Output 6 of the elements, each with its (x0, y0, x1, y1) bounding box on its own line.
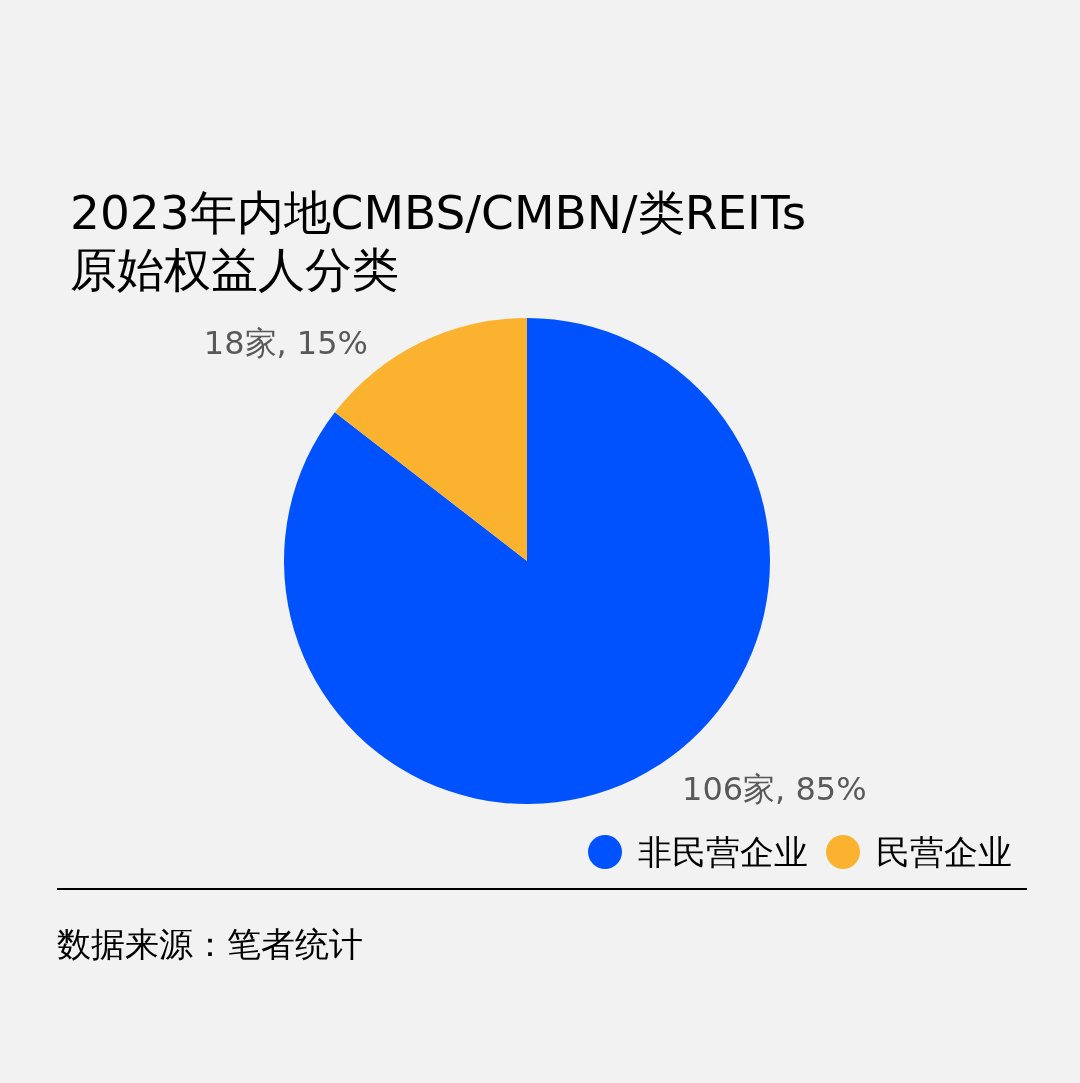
annotations: 数据来源：笔者统计 (57, 924, 363, 964)
title: 2023年内地CMBS/CMBN/类REITs原始权益人分类 (70, 184, 807, 297)
legend-label: 民营企业 (876, 832, 1012, 872)
data-label: 106家, 85% (682, 770, 867, 809)
legend-label: 非民营企业 (638, 832, 808, 872)
data-label: 18家, 15% (203, 323, 368, 362)
